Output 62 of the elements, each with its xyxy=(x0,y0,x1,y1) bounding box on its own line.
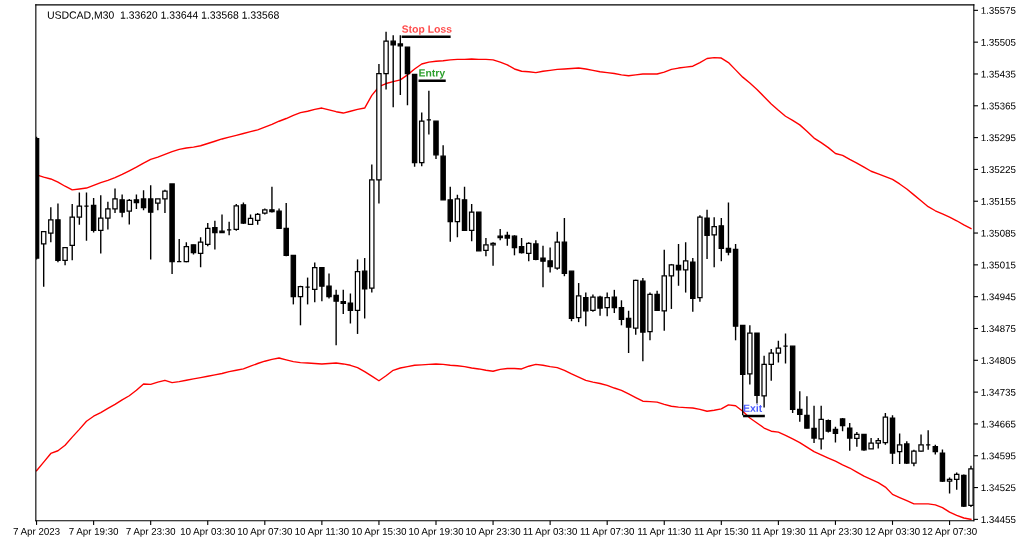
annotation: Entry xyxy=(419,69,446,79)
candlestick xyxy=(197,236,204,268)
x-tick-label: 10 Apr 23:30 xyxy=(466,527,521,537)
candlestick xyxy=(468,203,475,242)
candlestick xyxy=(797,390,803,423)
y-tick-label: 1.35295 xyxy=(981,134,1016,142)
candlestick xyxy=(575,282,582,323)
text: USDCAD,M30 1.33620 1.33644 1.33568 1.33568 xyxy=(47,11,279,20)
x-tick-label: 11 Apr 19:30 xyxy=(751,527,806,537)
y-tick-label: 1.35015 xyxy=(981,261,1016,269)
x-tick-label: 12 Apr 03:30 xyxy=(865,527,920,537)
candlestick xyxy=(668,263,675,310)
y-tick-label: 1.34455 xyxy=(981,516,1016,523)
candlestick xyxy=(76,191,83,226)
y-tick-label: 1.35365 xyxy=(981,102,1016,110)
candlestick xyxy=(718,217,725,262)
candlestick xyxy=(347,292,354,325)
x-tick-label: 7 Apr 19:30 xyxy=(69,527,119,537)
y-tick-label: 1.35085 xyxy=(981,229,1016,237)
y-tick-label: 1.34665 xyxy=(981,420,1016,428)
x-tick-label: 12 Apr 07:30 xyxy=(922,527,977,537)
candlestick xyxy=(675,243,682,287)
candlestick xyxy=(611,289,618,314)
candlestick xyxy=(297,285,304,326)
x-tick-label: 7 Apr 23:30 xyxy=(126,527,176,537)
y-tick-label: 1.35505 xyxy=(981,38,1016,46)
x-tick-label: 11 Apr 15:30 xyxy=(694,527,749,537)
x-tick-label: 11 Apr 07:30 xyxy=(580,527,635,537)
candlestick xyxy=(304,276,311,306)
candlestick xyxy=(233,203,240,232)
candlestick xyxy=(682,241,689,294)
candlestick xyxy=(40,230,47,288)
x-tick-label: 11 Apr 23:30 xyxy=(808,527,863,537)
y-tick-label: 1.35575 xyxy=(981,7,1016,14)
y-tick-label: 1.34875 xyxy=(981,325,1016,333)
x-tick-label: 7 Apr 2023 xyxy=(13,527,60,537)
candlestick xyxy=(725,201,732,257)
x-tick-label: 10 Apr 11:30 xyxy=(295,527,349,537)
candlestick xyxy=(140,189,147,212)
candlestick xyxy=(625,310,632,354)
x-tick-label: 11 Apr 11:30 xyxy=(638,527,691,537)
candlestick xyxy=(896,432,903,465)
y-tick-label: 1.35155 xyxy=(981,197,1016,205)
annotation: Stop Loss xyxy=(401,25,452,35)
candlestick xyxy=(454,194,461,238)
y-tick-label: 1.34945 xyxy=(981,293,1016,301)
y-tick-label: 1.34595 xyxy=(981,452,1016,460)
candlestick xyxy=(361,257,368,320)
candlestick xyxy=(775,340,782,364)
candlestick xyxy=(240,201,247,225)
candlestick xyxy=(618,299,625,326)
x-tick-label: 10 Apr 19:30 xyxy=(409,527,464,537)
candlestick xyxy=(147,184,154,261)
y-tick-label: 1.34805 xyxy=(981,357,1016,364)
y-tick-label: 1.34735 xyxy=(981,388,1016,396)
x-tick-label: 11 Apr 03:30 xyxy=(523,527,577,537)
x-tick-label: 10 Apr 03:30 xyxy=(180,527,235,537)
x-tick-label: 10 Apr 15:30 xyxy=(352,527,407,537)
y-tick-label: 1.34525 xyxy=(981,484,1016,492)
y-tick-label: 1.35435 xyxy=(981,70,1016,78)
y-tick-label: 1.35225 xyxy=(981,166,1016,174)
x-tick-label: 10 Apr 07:30 xyxy=(237,527,292,537)
